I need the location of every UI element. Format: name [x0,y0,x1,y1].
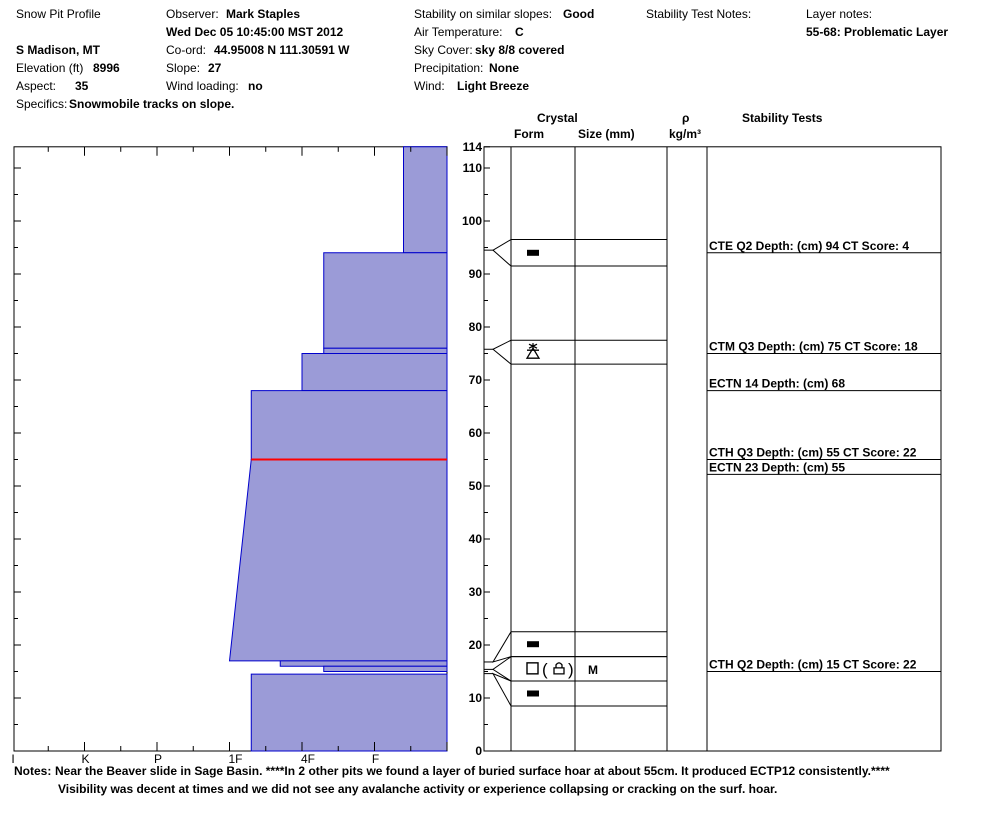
hardness-label-4F: 4F [301,752,315,766]
stability-label: Stability on similar slopes: [414,7,553,21]
rounds-grain-icon [527,641,539,648]
air-temp-value: C [515,25,524,39]
stability-test-2: ECTN 14 Depth: (cm) 68 [709,377,845,391]
hardness-layer-7 [323,665,448,672]
hardness-layer-5 [228,459,448,662]
observation-date: Wed Dec 05 10:45:00 MST 2012 [166,25,344,39]
hardness-layer-1 [323,252,448,349]
wind-loading-label: Wind loading: [166,79,239,93]
layer-notes-value: 55-68: Problematic Layer [806,25,949,39]
hardness-label-K: K [81,752,89,766]
rho-header: ρ [682,111,690,125]
depth-hoar-icon [553,662,565,675]
crystal-pointer-0 [492,239,512,267]
layer-table-frame [483,146,942,752]
depth-label-20: 20 [469,638,483,652]
hardness-layer-2 [323,347,448,354]
sky-cover-value: sky 8/8 covered [475,43,565,57]
stability-test-3: CTH Q3 Depth: (cm) 55 CT Score: 22 [709,446,917,460]
slope-value: 27 [208,61,222,75]
profile-title: Snow Pit Profile [16,7,101,21]
depth-label-110: 110 [463,161,483,175]
size-header: Size (mm) [578,127,635,141]
depth-label-80: 80 [469,320,483,334]
stability-test-0: CTE Q2 Depth: (cm) 94 CT Score: 4 [709,239,909,253]
stability-test-4: ECTN 23 Depth: (cm) 55 [709,460,845,474]
depth-label-90: 90 [469,267,483,281]
depth-label-30: 30 [469,585,483,599]
coord-value: 44.95008 N 111.30591 W [214,43,350,57]
depth-label-10: 10 [469,691,483,705]
observer-label: Observer: [166,7,219,21]
precip-value: None [489,61,519,75]
rounds-grain-icon [527,690,539,697]
coord-label: Co-ord: [166,43,207,57]
wind-label: Wind: [414,79,445,93]
notes-line-2: Visibility was decent at times and we di… [58,782,778,796]
stability-test-5: CTH Q2 Depth: (cm) 15 CT Score: 22 [709,658,917,672]
hardness-label-1F: 1F [228,752,242,766]
specifics-value: Snowmobile tracks on slope. [69,97,235,111]
precip-label: Precipitation: [414,61,484,75]
hardness-layer-0 [403,146,448,254]
depth-label-50: 50 [469,479,483,493]
crystal-pointer-2 [491,631,512,663]
layer-notes-label: Layer notes: [806,7,873,21]
depth-label-0: 0 [475,744,482,758]
elevation-label: Elevation (ft) [16,61,84,75]
notes-line-1: Near the Beaver slide in Sage Basin. ***… [55,764,890,778]
facet-square-icon [526,662,539,675]
notes-label: Notes: [14,764,52,778]
hardness-layer-6 [279,660,448,667]
aspect-label: Aspect: [16,79,57,93]
depth-label-100: 100 [462,214,482,228]
crystal-pointer-1 [492,339,512,365]
form-header: Form [514,127,544,141]
rounds-grain-icon [527,249,539,256]
paren-close-icon: ) [568,660,574,679]
wind-loading-value: no [248,79,263,93]
air-temp-label: Air Temperature: [414,25,503,39]
elevation-value: 8996 [93,61,120,75]
hardness-label-P: P [154,752,162,766]
paren-open-icon: ( [542,660,548,679]
crystal-size-label: M [588,663,598,677]
slope-label: Slope: [166,61,201,75]
stability-test-notes-label: Stability Test Notes: [646,7,752,21]
density-unit-header: kg/m³ [669,127,702,141]
aspect-value: 35 [75,79,89,93]
hardness-label-F: F [372,752,379,766]
stability-test-1: CTM Q3 Depth: (cm) 75 CT Score: 18 [709,340,918,354]
hardness-layer-3 [301,353,448,392]
depth-label-114: 114 [463,140,483,154]
crystal-header: Crystal [537,111,578,125]
wind-value: Light Breeze [457,79,530,93]
hardness-layer-8 [250,673,448,752]
crystal-pointer-4 [491,672,512,707]
hardness-label-I: I [11,752,14,766]
surface-hoar-icon [525,343,541,359]
depth-label-40: 40 [469,532,483,546]
specifics-label: Specifics: [16,97,68,111]
depth-label-60: 60 [469,426,483,440]
hardness-layer-4 [250,390,448,460]
observer-value: Mark Staples [226,7,301,21]
sky-cover-label: Sky Cover: [414,43,473,57]
depth-label-70: 70 [469,373,483,387]
stability-value: Good [563,7,595,21]
stability-tests-header: Stability Tests [742,111,823,125]
location: S Madison, MT [16,43,100,57]
